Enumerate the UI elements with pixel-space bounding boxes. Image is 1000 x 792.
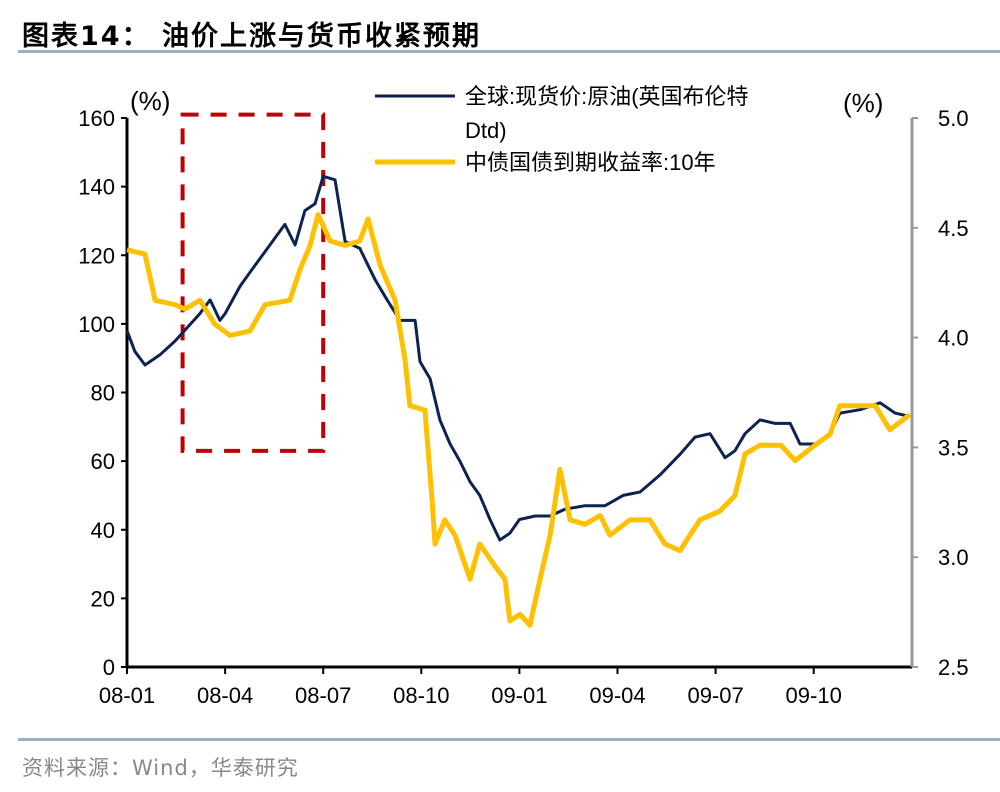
right-axis-unit: (%) (843, 88, 883, 118)
legend-label-bond: 中债国债到期收益率:10年 (465, 150, 716, 175)
x-tick-label: 09-04 (589, 683, 645, 708)
x-tick-label: 08-07 (295, 683, 351, 708)
x-tick-label: 08-01 (99, 683, 155, 708)
left-tick-label: 120 (78, 243, 115, 268)
left-tick-label: 40 (91, 518, 115, 543)
left-axis-unit: (%) (130, 86, 170, 116)
left-tick-label: 0 (103, 655, 115, 680)
right-tick-label: 3.5 (938, 435, 969, 460)
x-tick-label: 08-10 (393, 683, 449, 708)
left-tick-label: 60 (91, 449, 115, 474)
dashed-highlight-box (180, 112, 326, 453)
x-tick-label: 09-01 (491, 683, 547, 708)
left-tick-label: 20 (91, 586, 115, 611)
x-tick-label: 09-10 (786, 683, 842, 708)
bond-yield-line (126, 212, 912, 628)
right-tick-label: 4.0 (938, 326, 969, 351)
right-tick-label: 5.0 (938, 106, 969, 131)
page-title: 图表14： 油价上涨与货币收紧预期 (22, 21, 481, 52)
right-tick-label: 2.5 (938, 655, 969, 680)
legend-label-oil: 全球:现货价:原油(英国布伦特 (465, 84, 749, 109)
x-tick-label: 08-04 (197, 683, 253, 708)
x-tick-label: 09-07 (687, 683, 743, 708)
left-tick-label: 100 (78, 312, 115, 337)
oil-price-line (125, 174, 911, 542)
source-divider (18, 738, 1000, 741)
right-tick-label: 4.5 (938, 216, 969, 241)
right-tick-label: 3.0 (938, 545, 969, 570)
left-tick-label: 80 (91, 381, 115, 406)
source-note: 资料来源：Wind，华泰研究 (22, 756, 299, 780)
left-tick-label: 140 (78, 175, 115, 200)
left-tick-label: 160 (78, 106, 115, 131)
legend-label-oil-cont: Dtd) (465, 118, 507, 143)
title-divider (18, 50, 1000, 53)
